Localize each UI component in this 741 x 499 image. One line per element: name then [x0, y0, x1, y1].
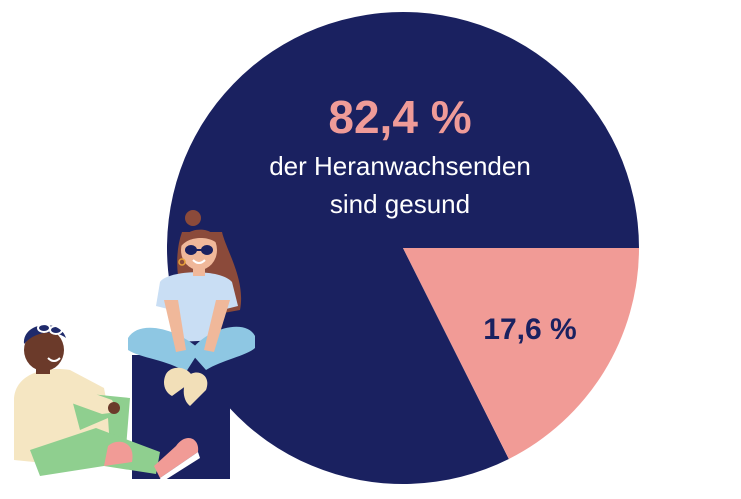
pie-slice-other — [403, 248, 639, 459]
slice-value-label-healthy: 82,4 % — [328, 91, 471, 143]
slice-description-line-2: sind gesund — [330, 189, 470, 219]
illustration-boy — [14, 323, 200, 482]
slice-value-label-other: 17,6 % — [483, 313, 576, 346]
pie-slices — [166, 12, 639, 484]
slice-description-line-1: der Heranwachsenden — [269, 151, 531, 181]
illustration-girl — [128, 210, 255, 406]
